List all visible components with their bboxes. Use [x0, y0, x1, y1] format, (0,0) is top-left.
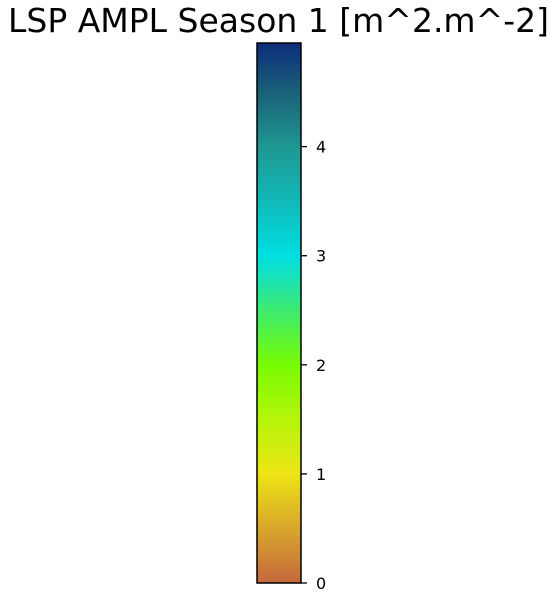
- tick-label-3: 3: [316, 247, 326, 266]
- tick-label-1: 1: [316, 465, 326, 484]
- colorbar-ticks: 0 1 2 3 4: [301, 138, 326, 593]
- colorbar-gradient: [257, 43, 301, 583]
- tick-label-4: 4: [316, 138, 326, 157]
- tick-label-2: 2: [316, 356, 326, 375]
- tick-label-0: 0: [316, 574, 326, 593]
